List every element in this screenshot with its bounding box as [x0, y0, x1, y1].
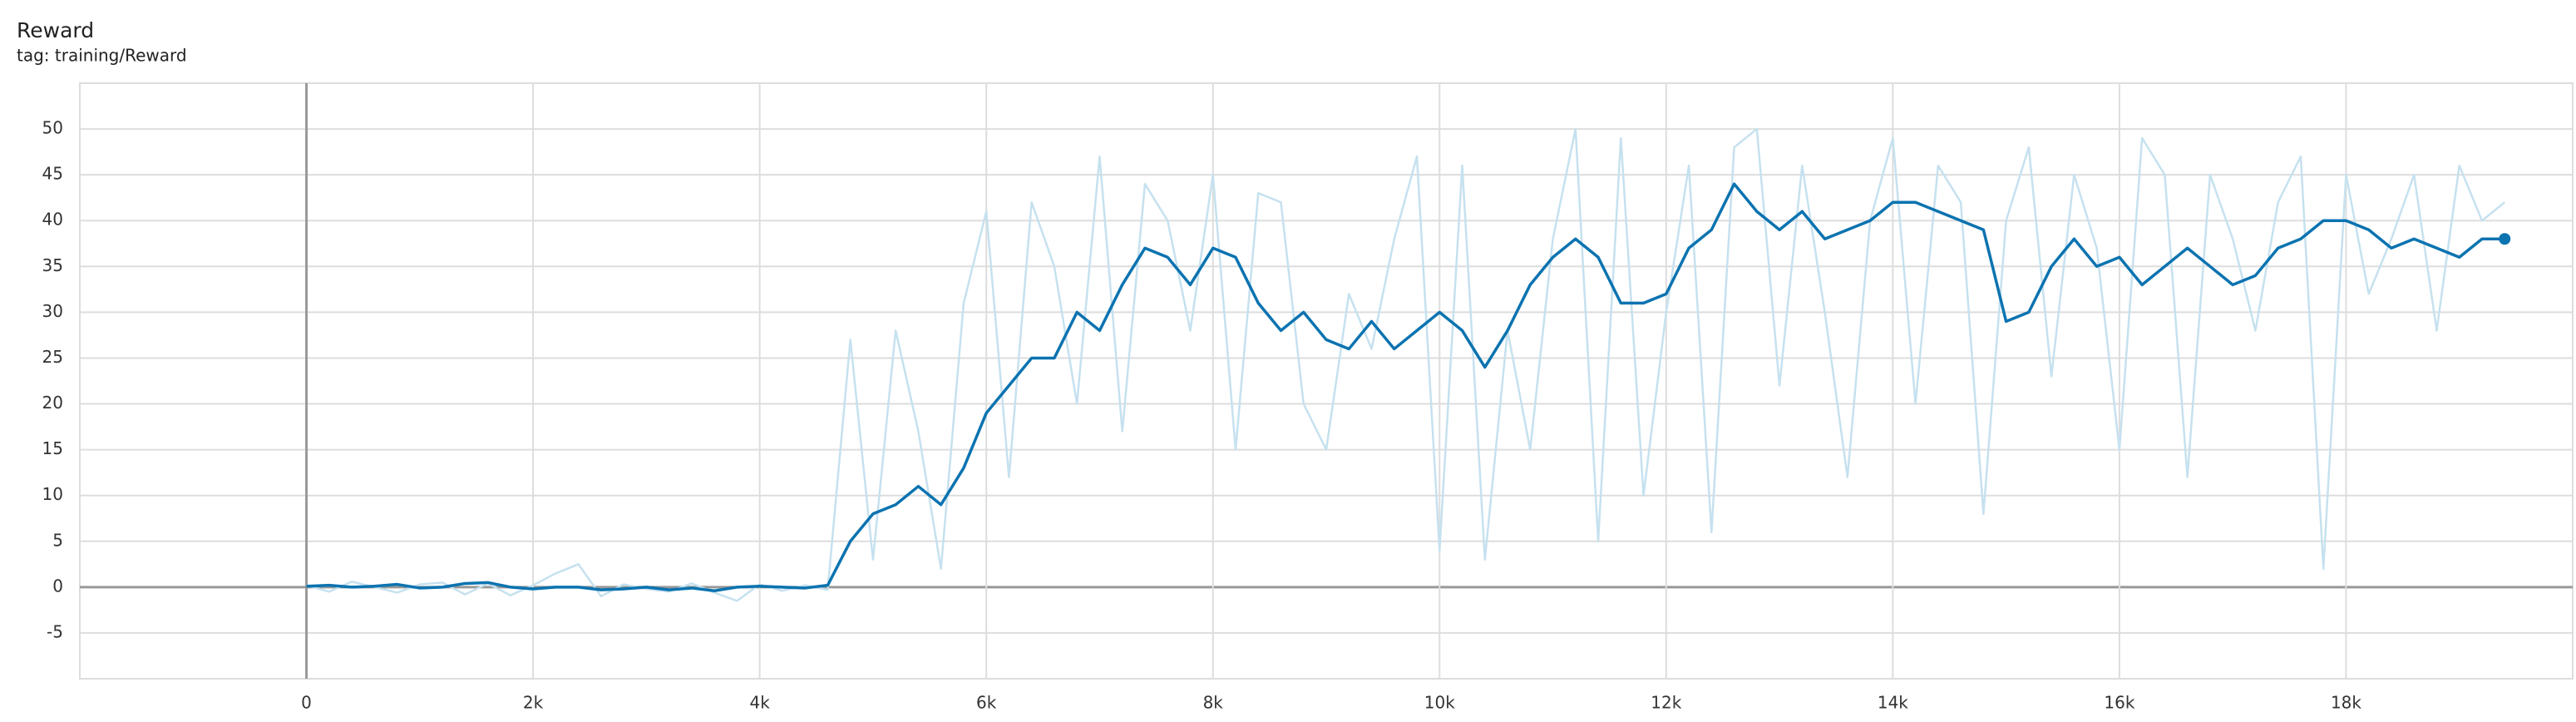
y-tick-label: 10: [42, 484, 63, 504]
y-tick-label: 0: [52, 576, 63, 596]
x-tick-label: 14k: [1878, 693, 1908, 713]
y-tick-label: 40: [42, 210, 63, 230]
y-tick-label: 5: [52, 530, 63, 550]
chart-subtitle: tag: training/Reward: [17, 46, 187, 66]
x-tick-label: 2k: [523, 693, 544, 713]
x-tick-label: 10k: [1424, 693, 1455, 713]
x-tick-label: 6k: [976, 693, 997, 713]
plot-frame: [79, 82, 2574, 680]
y-tick-label: 15: [42, 438, 63, 458]
last-point: [2499, 233, 2511, 245]
x-tick-label: 12k: [1651, 693, 1681, 713]
y-tick-label: 50: [42, 118, 63, 138]
x-tick-label: 4k: [749, 693, 770, 713]
y-tick-label: -5: [47, 621, 63, 641]
x-tick-label: 8k: [1203, 693, 1224, 713]
y-tick-label: 30: [42, 301, 63, 321]
chart-title: Reward: [17, 18, 94, 42]
y-tick-label: 25: [42, 347, 63, 367]
x-tick-label: 18k: [2331, 693, 2361, 713]
x-tick-label: 16k: [2104, 693, 2134, 713]
y-tick-label: 45: [42, 164, 63, 184]
y-tick-label: 20: [42, 393, 63, 413]
series-line: [306, 127, 2506, 602]
x-tick-label: 0: [301, 693, 312, 713]
y-tick-label: 35: [42, 255, 63, 275]
series-line: [306, 182, 2505, 593]
